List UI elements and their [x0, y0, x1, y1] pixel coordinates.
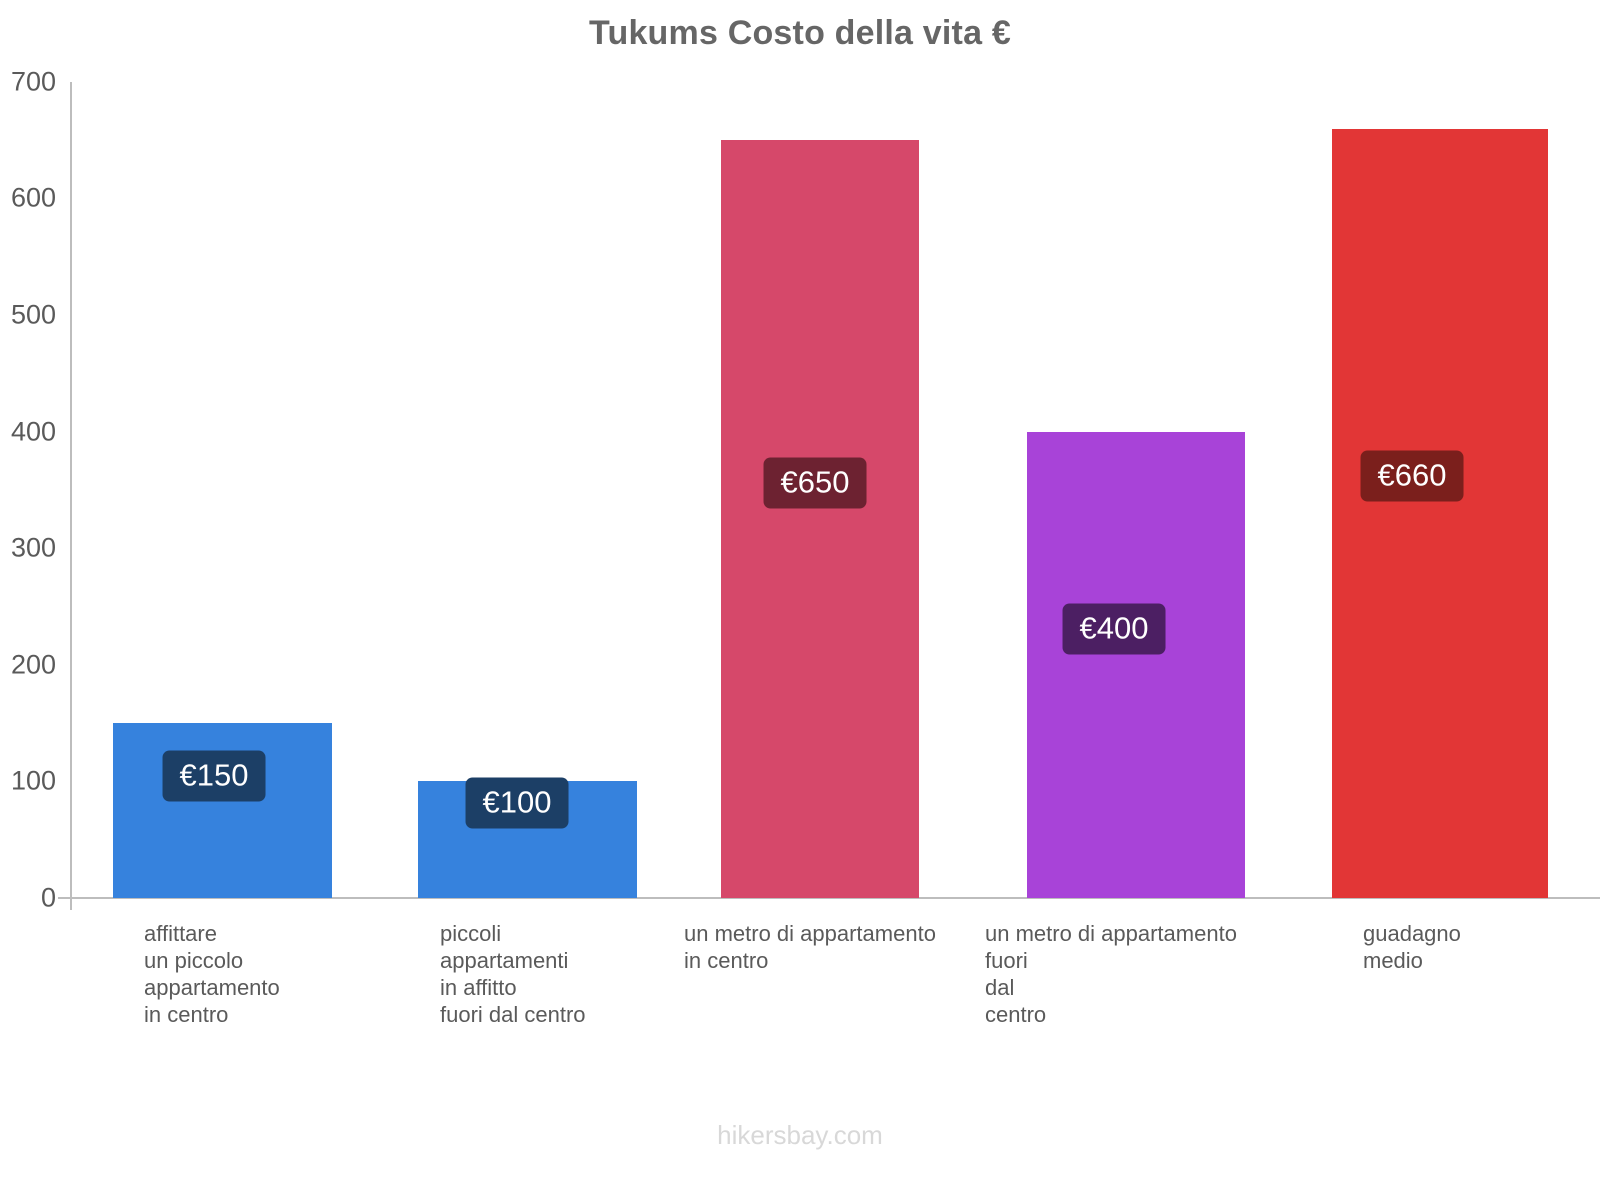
y-axis-tick-label: 100: [10, 765, 56, 796]
footer-watermark: hikersbay.com: [717, 1120, 883, 1150]
x-axis-line: [70, 897, 1600, 899]
bar[interactable]: [721, 140, 919, 898]
x-axis-category-label: un metro di appartamento in centro: [684, 921, 936, 973]
y-axis-tick-label: 400: [10, 416, 56, 447]
y-axis-tick-label: 200: [10, 649, 56, 680]
x-axis-category-label: guadagno medio: [1363, 921, 1461, 973]
chart-title: Tukums Costo della vita €: [589, 14, 1011, 52]
bar-value-label: €650: [763, 457, 867, 509]
bar-value-label: €150: [162, 750, 266, 802]
bar[interactable]: [1027, 432, 1245, 898]
y-axis-tick-label: 600: [10, 182, 56, 213]
y-axis-tick-label: 0: [40, 882, 56, 913]
y-axis-tick-label: 300: [10, 532, 56, 563]
x-axis-category-label: un metro di appartamento fuori dal centr…: [985, 921, 1237, 1027]
bar-value-label: €100: [465, 777, 569, 829]
x-axis-category-label: piccoli appartamenti in affitto fuori da…: [440, 921, 586, 1027]
y-axis-line: [70, 82, 72, 910]
y-axis-tick-label: 700: [10, 66, 56, 97]
bar[interactable]: [1332, 129, 1548, 898]
y-axis-tick-mark: [58, 897, 70, 899]
bar-value-label: €660: [1360, 450, 1464, 502]
bar-value-label: €400: [1062, 603, 1166, 655]
x-axis-category-label: affittare un piccolo appartamento in cen…: [144, 921, 280, 1027]
bar[interactable]: [113, 723, 332, 898]
y-axis-tick-label: 500: [10, 299, 56, 330]
